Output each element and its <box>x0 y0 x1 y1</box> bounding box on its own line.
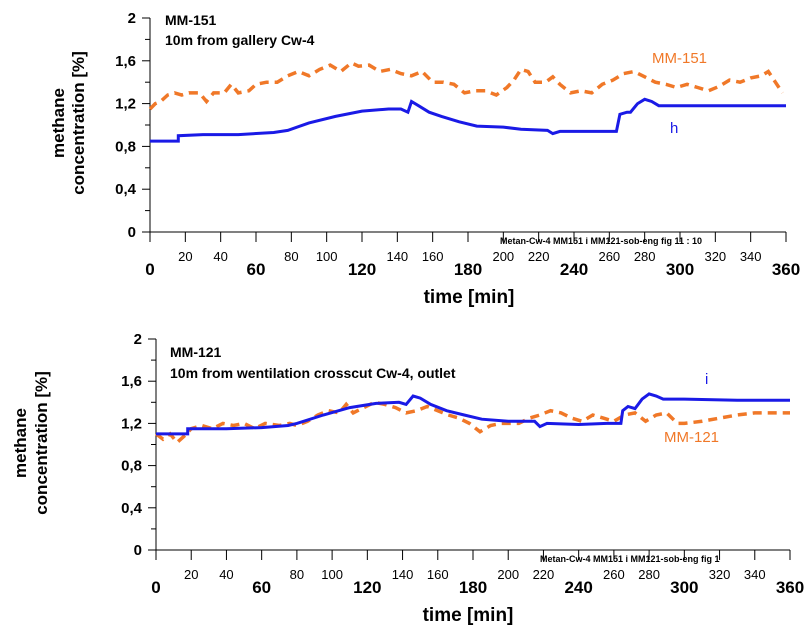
chart-2-ytick-label: 0,4 <box>121 500 143 517</box>
chart-1-ylabel-line1: methane <box>49 88 68 158</box>
chart-1-xtick-minor-label: 260 <box>598 249 620 264</box>
chart-2-series-label-i: i <box>705 371 708 388</box>
chart-1-xtick-minor-label: 220 <box>528 249 550 264</box>
chart-1-series-h-line <box>150 97 786 143</box>
chart-2: methane concentration [%] 0 0,4 0,8 1,2 1,6 2… <box>11 331 804 626</box>
chart-1-ytick-label: 0,8 <box>115 138 136 155</box>
chart-2-xtick-label: 180 <box>459 578 487 597</box>
chart-1-xtick-minor-label: 80 <box>284 249 298 264</box>
chart-1-xtick-minor-label: 200 <box>492 249 514 264</box>
chart-1-xtick-minor-label: 280 <box>634 249 656 264</box>
chart-2-x-ticks: 0 60 120 180 240 300 360 20 40 80 100 140 160 200 220 2… <box>151 550 804 597</box>
chart-1: methane concentration [%] 0 0,4 0,8 1,2 1,6 2… <box>49 10 800 308</box>
chart-1-ytick-label: 1,2 <box>115 96 136 113</box>
chart-1-xtick-minor-label: 40 <box>213 249 227 264</box>
chart-2-source-note: Metan-Cw-4 MM151 i MM121-sob-eng fig 1 <box>540 554 720 564</box>
chart-2-series-label-mm121: MM-121 <box>664 429 719 446</box>
chart-2-series-i-line <box>156 392 790 436</box>
chart-2-ytick-label: 2 <box>134 331 142 348</box>
chart-2-xtick-minor-label: 200 <box>497 567 519 582</box>
chart-1-xtick-minor-label: 100 <box>316 249 338 264</box>
chart-2-xtick-minor-label: 20 <box>184 567 198 582</box>
chart-2-xtick-minor-label: 40 <box>219 567 233 582</box>
chart-1-x-ticks: 0 60 120 180 240 300 360 20 40 80 100 140 160 200 220 2… <box>145 232 800 279</box>
chart-1-xtick-label: 300 <box>666 260 694 279</box>
chart-1-ytick-label: 2 <box>128 10 136 27</box>
chart-2-annotation-line1: MM-121 <box>170 344 222 360</box>
chart-1-y-ticks: 0 0,4 0,8 1,2 1,6 2 <box>115 10 150 241</box>
chart-1-xtick-minor-label: 320 <box>704 249 726 264</box>
chart-2-xtick-label: 0 <box>151 578 160 597</box>
chart-1-annotation-line1: MM-151 <box>165 12 217 28</box>
chart-2-ytick-label: 1,2 <box>121 415 142 432</box>
chart-1-xtick-minor-label: 340 <box>740 249 762 264</box>
chart-2-series-mm121-line <box>154 400 790 445</box>
chart-2-ylabel-line1: methane <box>11 408 30 478</box>
chart-2-xtick-minor-label: 320 <box>709 567 731 582</box>
chart-1-ytick-label: 1,6 <box>115 53 136 70</box>
chart-1-series-label-h: h <box>670 120 678 137</box>
chart-2-xtick-minor-label: 140 <box>392 567 414 582</box>
chart-2-xtick-label: 360 <box>776 578 804 597</box>
chart-2-xtick-minor-label: 340 <box>744 567 766 582</box>
chart-2-ytick-label: 1,6 <box>121 373 142 390</box>
chart-1-series-label-mm151: MM-151 <box>652 50 707 67</box>
chart-1-xtick-minor-label: 140 <box>386 249 408 264</box>
chart-2-xtick-label: 120 <box>353 578 381 597</box>
chart-2-y-ticks: 0 0,4 0,8 1,2 1,6 2 <box>121 331 156 559</box>
chart-1-xtick-minor-label: 160 <box>422 249 444 264</box>
chart-2-xtick-label: 300 <box>670 578 698 597</box>
chart-2-xtick-minor-label: 260 <box>603 567 625 582</box>
chart-2-xtick-minor-label: 160 <box>427 567 449 582</box>
chart-2-ylabel-line2: concentration [%] <box>32 371 51 515</box>
chart-1-xlabel: time [min] <box>424 287 515 308</box>
chart-1-xtick-label: 0 <box>145 260 154 279</box>
chart-1-xtick-label: 240 <box>560 260 588 279</box>
chart-2-annotation-line2: 10m from wentilation crosscut Cw-4, outl… <box>170 365 456 381</box>
chart-1-ytick-label: 0 <box>128 224 136 241</box>
chart-1-xtick-label: 60 <box>247 260 266 279</box>
chart-2-ytick-label: 0,8 <box>121 458 142 475</box>
chart-2-ytick-label: 0 <box>134 542 142 559</box>
chart-2-xtick-minor-label: 80 <box>290 567 304 582</box>
chart-2-xtick-minor-label: 280 <box>638 567 660 582</box>
chart-1-xtick-label: 180 <box>454 260 482 279</box>
chart-1-series-mm151-line <box>148 60 784 111</box>
chart-1-ytick-label: 0,4 <box>115 181 137 198</box>
chart-1-xtick-label: 120 <box>348 260 376 279</box>
chart-1-annotation-line2: 10m from gallery Cw-4 <box>165 32 315 48</box>
chart-1-ylabel-line2: concentration [%] <box>69 51 88 195</box>
chart-2-xtick-label: 240 <box>564 578 592 597</box>
chart-2-xlabel: time [min] <box>423 605 514 626</box>
chart-1-xtick-label: 360 <box>772 260 800 279</box>
chart-2-xtick-minor-label: 220 <box>533 567 555 582</box>
chart-2-xtick-label: 60 <box>252 578 271 597</box>
chart-1-xtick-minor-label: 20 <box>178 249 192 264</box>
chart-2-xtick-minor-label: 100 <box>321 567 343 582</box>
chart-1-source-note: Metan-Cw-4 MM151 i MM121-sob-eng fig 11 … <box>500 236 702 246</box>
